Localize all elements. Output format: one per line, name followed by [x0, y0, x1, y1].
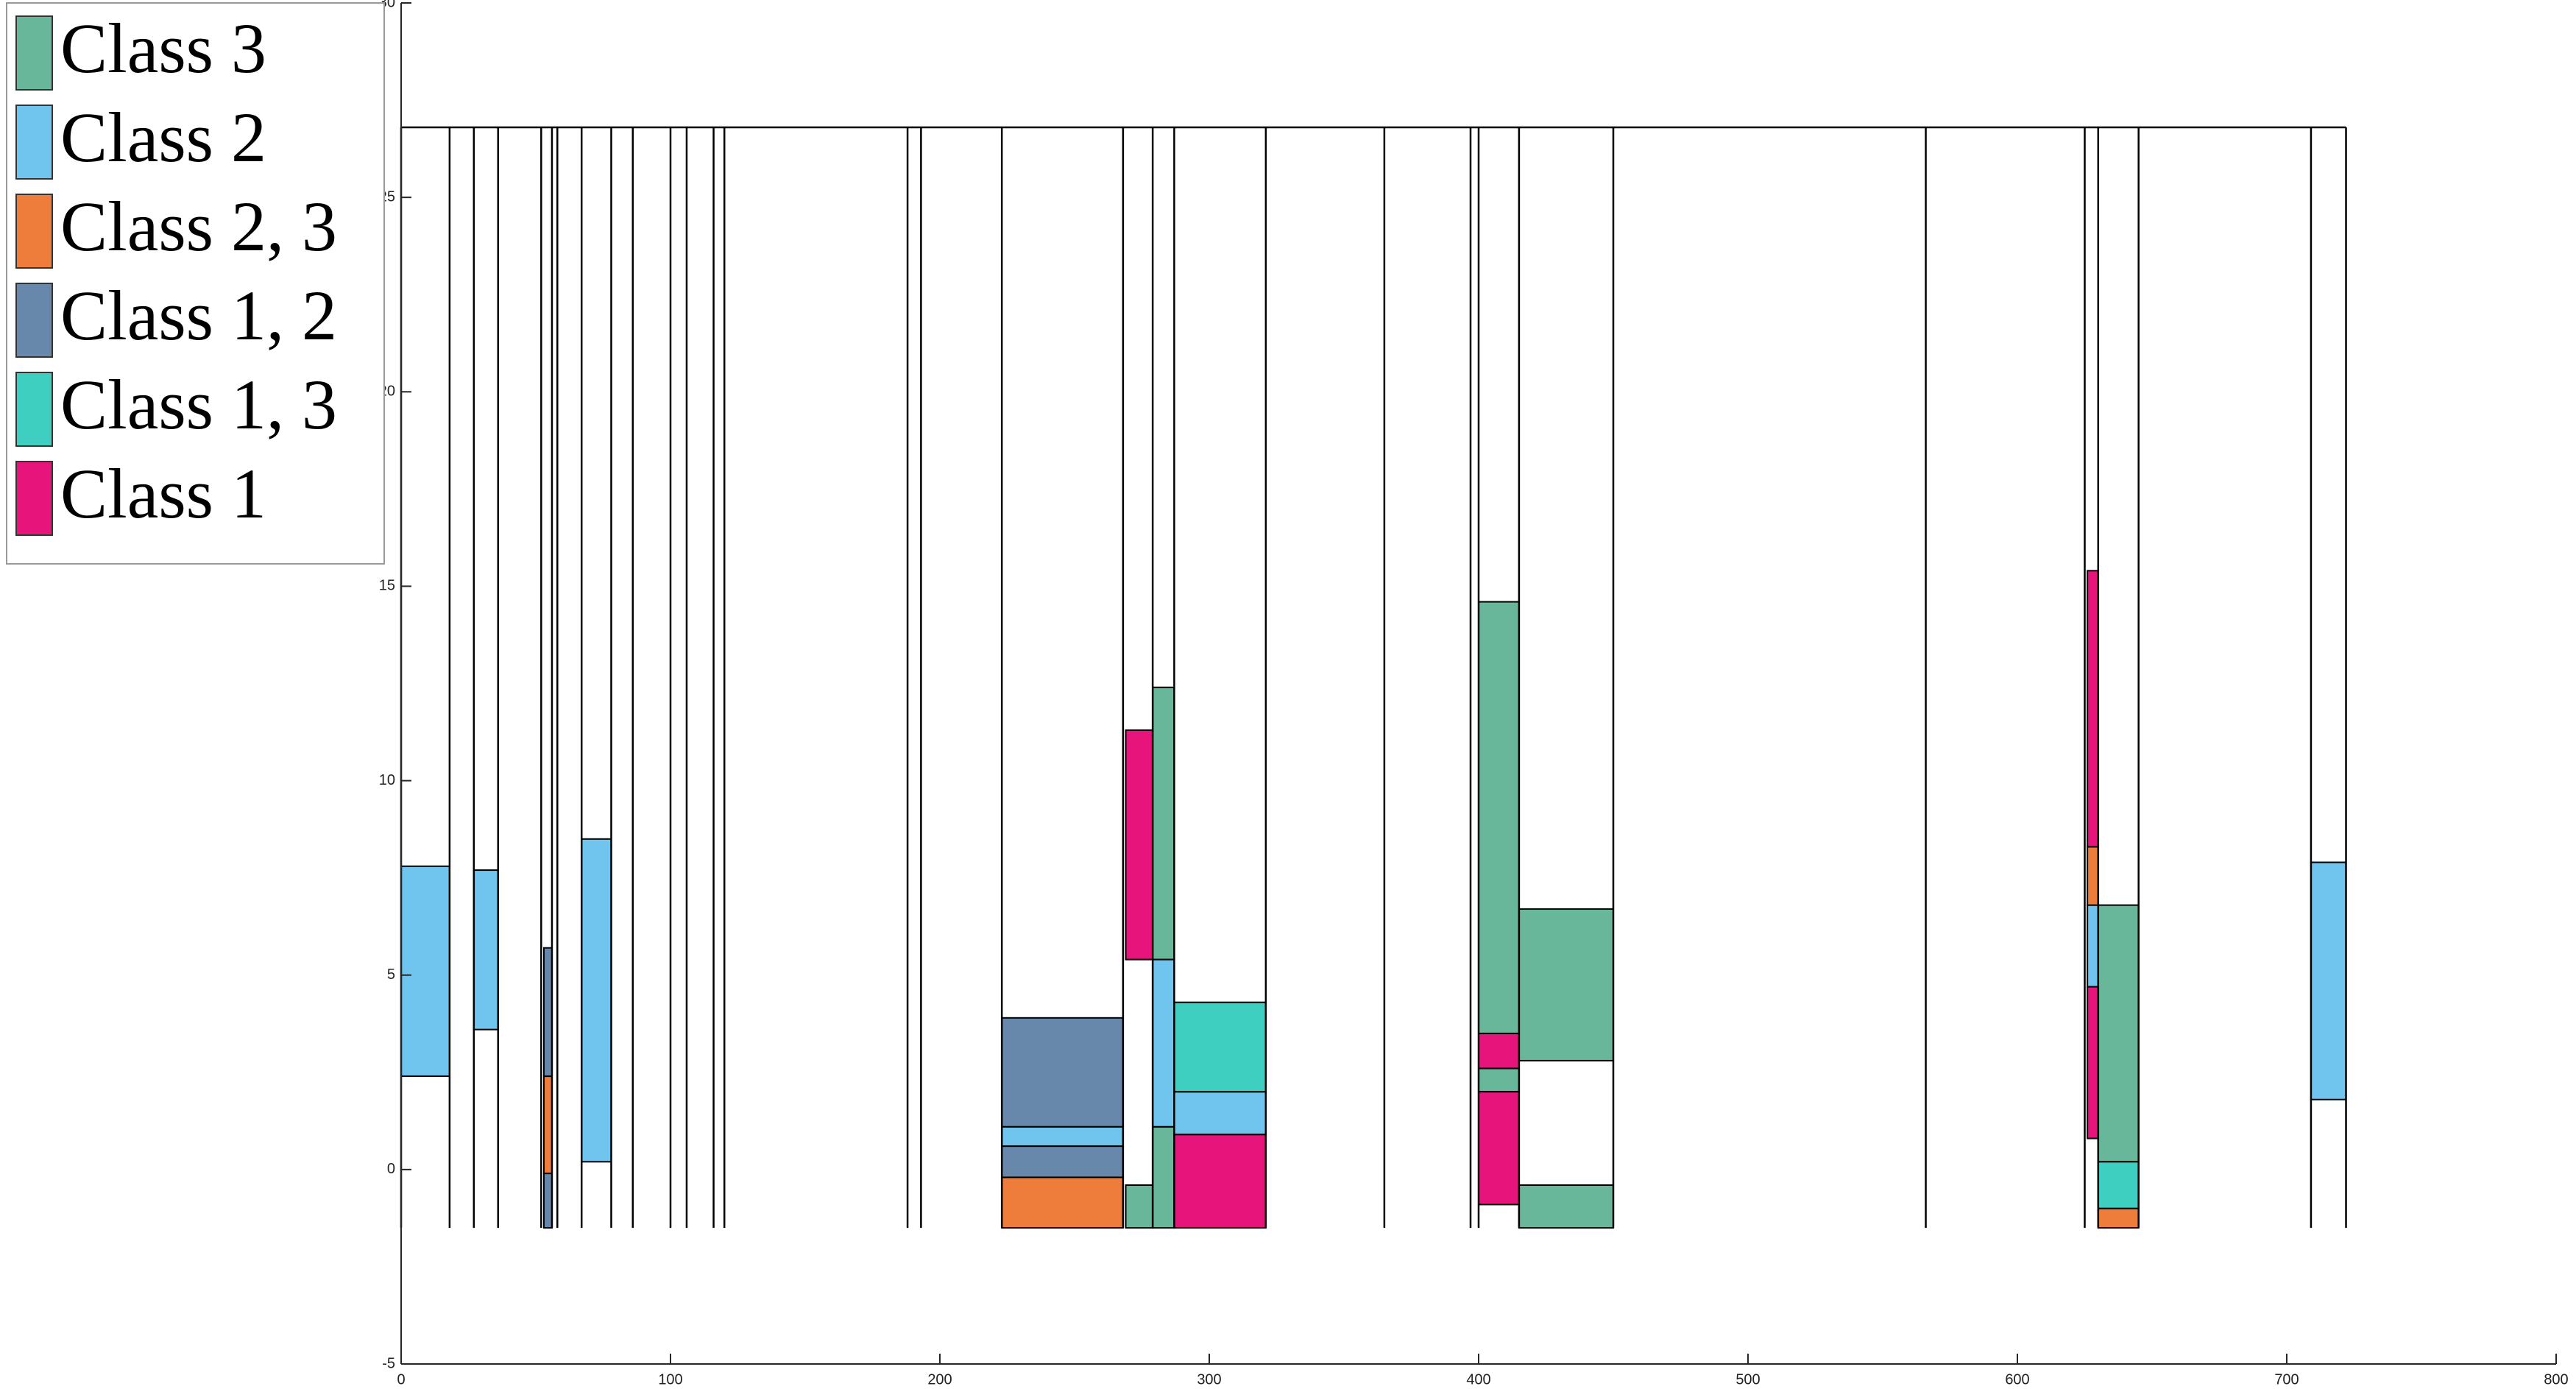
- legend-swatch: [15, 105, 53, 180]
- class-box: [2087, 846, 2099, 906]
- class-box: [1478, 601, 1520, 1034]
- class-box: [1173, 1001, 1267, 1093]
- class-box: [1152, 958, 1175, 1128]
- class-box: [2087, 570, 2099, 848]
- class-box: [1518, 1184, 1614, 1229]
- legend-label: Class 1: [60, 454, 266, 533]
- legend-label: Class 1, 3: [60, 365, 337, 444]
- x-tick-label: 200: [927, 1371, 952, 1388]
- y-tick-label: -5: [382, 1355, 395, 1371]
- class-box: [1001, 1145, 1124, 1178]
- class-box: [400, 865, 450, 1078]
- class-box: [1173, 1134, 1267, 1229]
- class-box: [1478, 1032, 1520, 1070]
- legend-swatch: [15, 15, 53, 91]
- legend-label: Class 2, 3: [60, 187, 337, 266]
- class-box: [2097, 1207, 2140, 1229]
- x-tick-label: 500: [1735, 1371, 1760, 1388]
- legend-label: Class 1, 2: [60, 276, 337, 355]
- class-box: [1478, 1067, 1520, 1093]
- class-box: [542, 1173, 553, 1229]
- legend: Class 3 Class 2 Class 2, 3 Class 1, 2 Class …: [6, 2, 385, 565]
- x-tick-label: 300: [1197, 1371, 1221, 1388]
- y-tick-label: 5: [387, 966, 395, 983]
- class-box: [1518, 908, 1614, 1061]
- class-box: [2097, 904, 2140, 1163]
- class-box: [2097, 1161, 2140, 1209]
- class-box: [1125, 1184, 1154, 1229]
- y-tick-label: 0: [387, 1161, 395, 1177]
- class-box: [1125, 729, 1154, 961]
- class-box: [1173, 1091, 1267, 1136]
- class-box: [1152, 686, 1175, 961]
- y-tick-label: 15: [379, 578, 395, 594]
- x-tick-label: 400: [1466, 1371, 1490, 1388]
- class-box: [1001, 1017, 1124, 1128]
- class-box: [581, 838, 612, 1163]
- legend-box: [6, 2, 385, 565]
- legend-swatch: [15, 461, 53, 536]
- legend-swatch: [15, 283, 53, 358]
- legend-swatch: [15, 194, 53, 269]
- class-box: [542, 1075, 553, 1175]
- x-tick-label: 100: [658, 1371, 682, 1388]
- x-tick-label: 700: [2274, 1371, 2299, 1388]
- class-box: [1001, 1176, 1124, 1229]
- y-tick-label: 10: [379, 772, 395, 788]
- legend-label: Class 2: [60, 98, 266, 177]
- class-box: [2310, 861, 2347, 1100]
- class-box: [542, 947, 553, 1078]
- legend-label: Class 3: [60, 9, 266, 88]
- class-box: [473, 869, 499, 1031]
- legend-swatch: [15, 372, 53, 447]
- x-tick-label: 600: [2005, 1371, 2029, 1388]
- class-box: [2087, 904, 2099, 988]
- x-tick-label: 0: [397, 1371, 405, 1388]
- class-box: [2087, 986, 2099, 1139]
- class-box: [1478, 1091, 1520, 1206]
- class-box: [1001, 1125, 1124, 1148]
- class-box: [1152, 1125, 1175, 1229]
- x-tick-label: 800: [2544, 1371, 2568, 1388]
